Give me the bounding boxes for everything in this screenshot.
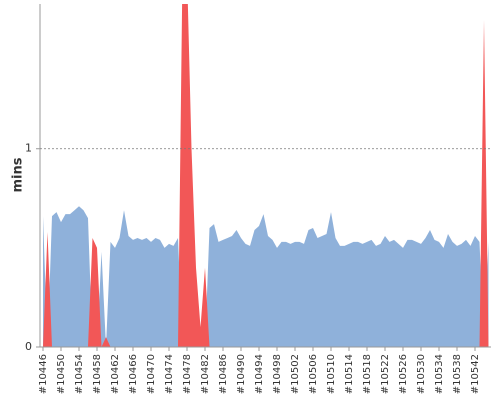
- x-tick-label: #10478: [182, 354, 193, 394]
- x-tick-label: #10450: [56, 354, 67, 394]
- x-tick-label: #10506: [308, 354, 319, 394]
- x-tick-label: #10514: [344, 354, 355, 394]
- x-tick-label: #10538: [452, 354, 463, 394]
- x-tick-label: #10530: [416, 354, 427, 394]
- area: [43, 206, 489, 347]
- y-tick-label: 1: [25, 142, 32, 155]
- x-tick-label: #10522: [380, 354, 391, 394]
- x-tick-label: #10446: [38, 354, 49, 394]
- x-tick-label: #10510: [326, 354, 337, 394]
- x-tick-label: #10470: [146, 354, 157, 394]
- x-tick-label: #10526: [398, 354, 409, 394]
- x-tick-label: #10466: [128, 354, 139, 394]
- x-tick-label: #10462: [110, 354, 121, 394]
- x-tick-label: #10498: [272, 354, 283, 394]
- y-tick-label: 0: [25, 340, 32, 353]
- x-tick-label: #10482: [200, 354, 211, 394]
- x-tick-label: #10486: [218, 354, 229, 394]
- x-tick-label: #10474: [164, 354, 175, 394]
- x-tick-label: #10494: [254, 354, 265, 394]
- x-tick-label: #10534: [434, 354, 445, 394]
- x-tick-label: #10490: [236, 354, 247, 394]
- x-tick-label: #10458: [92, 354, 103, 394]
- plot-area: [43, 4, 489, 347]
- x-tick-label: #10502: [290, 354, 301, 394]
- y-axis-label: mins: [11, 157, 26, 192]
- x-tick-label: #10518: [362, 354, 373, 394]
- x-tick-label: #10454: [74, 354, 85, 394]
- x-tick-label: #10542: [470, 354, 481, 394]
